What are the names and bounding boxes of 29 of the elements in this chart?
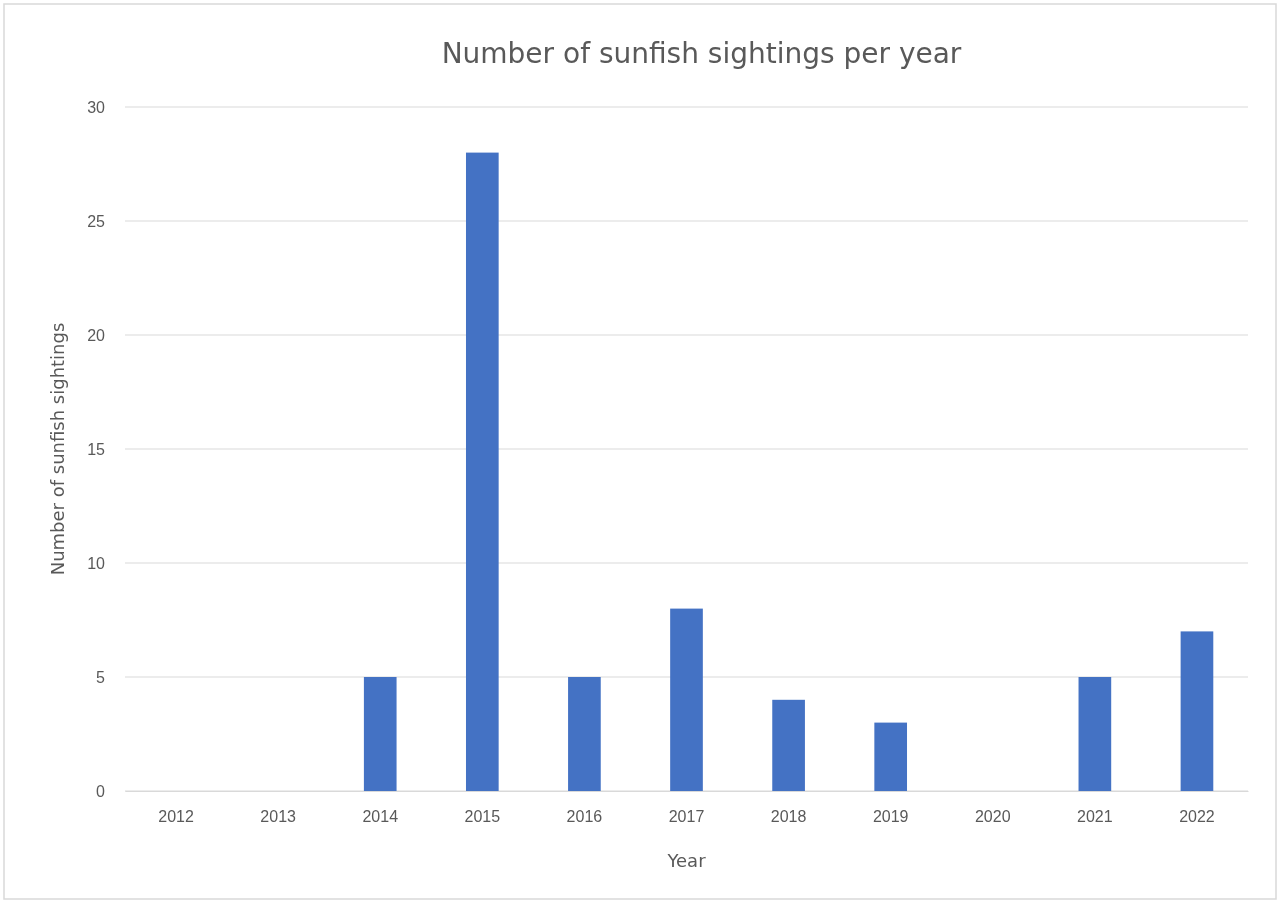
x-tick-label: 2019 <box>872 808 909 826</box>
y-tick-label: 5 <box>96 668 106 686</box>
bar <box>465 152 499 791</box>
y-tick-label: 30 <box>87 98 106 116</box>
bar <box>363 677 397 791</box>
x-axis-title: Year <box>666 850 707 871</box>
y-axis-title: Number of sunfish sightings <box>47 322 68 576</box>
bar <box>772 699 805 791</box>
y-tick-label: 25 <box>87 212 106 230</box>
bar <box>1078 677 1112 791</box>
bar <box>568 677 601 791</box>
chart-title: Number of sunfish sightings per year <box>441 37 962 70</box>
y-tick-label: 15 <box>87 440 106 458</box>
y-tick-label: 20 <box>87 326 106 344</box>
x-tick-label: 2020 <box>974 808 1011 826</box>
x-tick-label: 2018 <box>770 808 807 826</box>
x-tick-label: 2022 <box>1179 808 1215 826</box>
x-tick-label: 2014 <box>362 808 399 826</box>
bar <box>1180 631 1214 791</box>
x-tick-label: 2016 <box>566 808 603 826</box>
y-tick-label: 10 <box>87 554 106 572</box>
x-tick-label: 2012 <box>158 808 194 826</box>
y-tick-label: 0 <box>96 782 106 800</box>
x-tick-label: 2015 <box>464 808 501 826</box>
x-tick-label: 2017 <box>668 808 705 826</box>
bar <box>670 608 703 791</box>
bar <box>874 722 908 791</box>
x-tick-label: 2013 <box>260 808 297 826</box>
x-tick-label: 2021 <box>1077 808 1113 826</box>
